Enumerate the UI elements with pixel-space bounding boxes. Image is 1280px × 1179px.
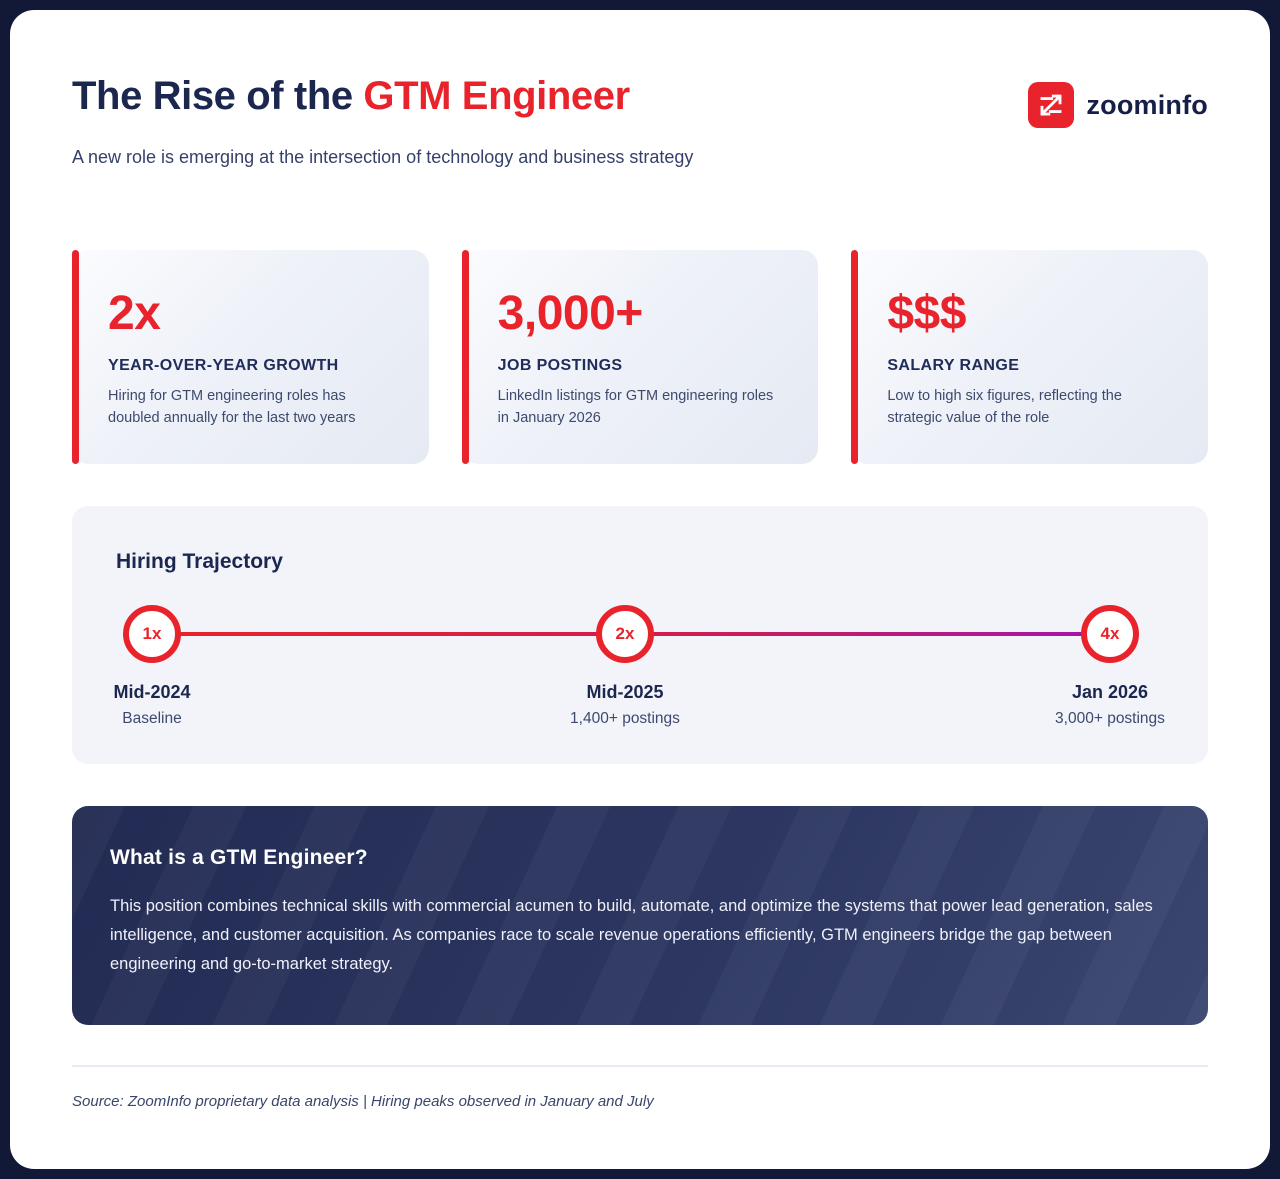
page-title-prefix: The Rise of the bbox=[72, 74, 364, 118]
stat-value: 3,000+ bbox=[497, 287, 644, 340]
milestone-detail: 3,000+ postings bbox=[1055, 709, 1165, 727]
stat-label: SALARY RANGE bbox=[887, 357, 1020, 374]
timeline-title: Hiring Trajectory bbox=[116, 549, 283, 573]
timeline-node-mid-2024: 1x bbox=[123, 604, 181, 663]
milestone-label: Mid-2024 Baseline bbox=[32, 682, 272, 728]
footer-divider bbox=[72, 1064, 1208, 1067]
milestone-label: Jan 2026 3,000+ postings bbox=[990, 682, 1230, 728]
stat-value: 2x bbox=[108, 287, 161, 340]
about-card: What is a GTM Engineer? This position co… bbox=[72, 806, 1208, 1025]
stat-card-salary: $$$ SALARY RANGE Low to high six figures… bbox=[851, 250, 1209, 464]
stat-card-postings: 3,000+ JOB POSTINGS LinkedIn listings fo… bbox=[461, 250, 819, 464]
milestone-label: Mid-2025 1,400+ postings bbox=[505, 682, 745, 728]
infographic-card: The Rise of the GTM Engineer A new role … bbox=[10, 10, 1270, 1169]
source-note: Source: ZoomInfo proprietary data analys… bbox=[72, 1092, 654, 1110]
about-title: What is a GTM Engineer? bbox=[110, 845, 368, 869]
milestone-date: Jan 2026 bbox=[1071, 681, 1149, 702]
stats-row: 2x YEAR-OVER-YEAR GROWTH Hiring for GTM … bbox=[72, 250, 1209, 464]
milestone-multiplier: 4x bbox=[1100, 623, 1120, 643]
stat-value: $$$ bbox=[887, 287, 966, 340]
stat-description: LinkedIn listings for GTM engineering ro… bbox=[497, 388, 774, 427]
timeline-node-jan-2026: 4x bbox=[1081, 604, 1139, 663]
header: The Rise of the GTM Engineer A new role … bbox=[72, 74, 1208, 168]
stat-accent-bar bbox=[72, 250, 79, 464]
about-body: This position combines technical skills … bbox=[110, 896, 1153, 973]
milestone-multiplier: 1x bbox=[142, 623, 162, 643]
header-text: The Rise of the GTM Engineer A new role … bbox=[72, 74, 693, 168]
page-subtitle: A new role is emerging at the intersecti… bbox=[72, 147, 694, 167]
stat-accent-bar bbox=[851, 250, 859, 464]
brand-logo: zoominfo bbox=[1028, 82, 1208, 128]
milestone-date: Mid-2024 bbox=[113, 681, 191, 702]
stat-description: Hiring for GTM engineering roles has dou… bbox=[108, 388, 356, 427]
stat-label: YEAR-OVER-YEAR GROWTH bbox=[108, 357, 339, 374]
milestone-detail: Baseline bbox=[122, 709, 182, 727]
timeline-section: Hiring Trajectory 1x 2x 4x Mid-2024 Base… bbox=[72, 505, 1208, 764]
timeline-node-mid-2025: 2x bbox=[596, 604, 654, 663]
stat-label: JOB POSTINGS bbox=[497, 357, 623, 374]
milestone-multiplier: 2x bbox=[615, 623, 635, 643]
milestone-detail: 1,400+ postings bbox=[570, 709, 680, 727]
page-title: The Rise of the GTM Engineer bbox=[72, 74, 693, 119]
milestone-date: Mid-2025 bbox=[586, 681, 664, 702]
page-title-highlight: GTM Engineer bbox=[363, 74, 630, 118]
stat-description: Low to high six figures, reflecting the … bbox=[887, 388, 1122, 427]
zoominfo-z-icon bbox=[1028, 82, 1075, 128]
stat-card-growth: 2x YEAR-OVER-YEAR GROWTH Hiring for GTM … bbox=[72, 250, 429, 464]
stat-accent-bar bbox=[461, 250, 469, 464]
brand-name: zoominfo bbox=[1086, 89, 1208, 120]
